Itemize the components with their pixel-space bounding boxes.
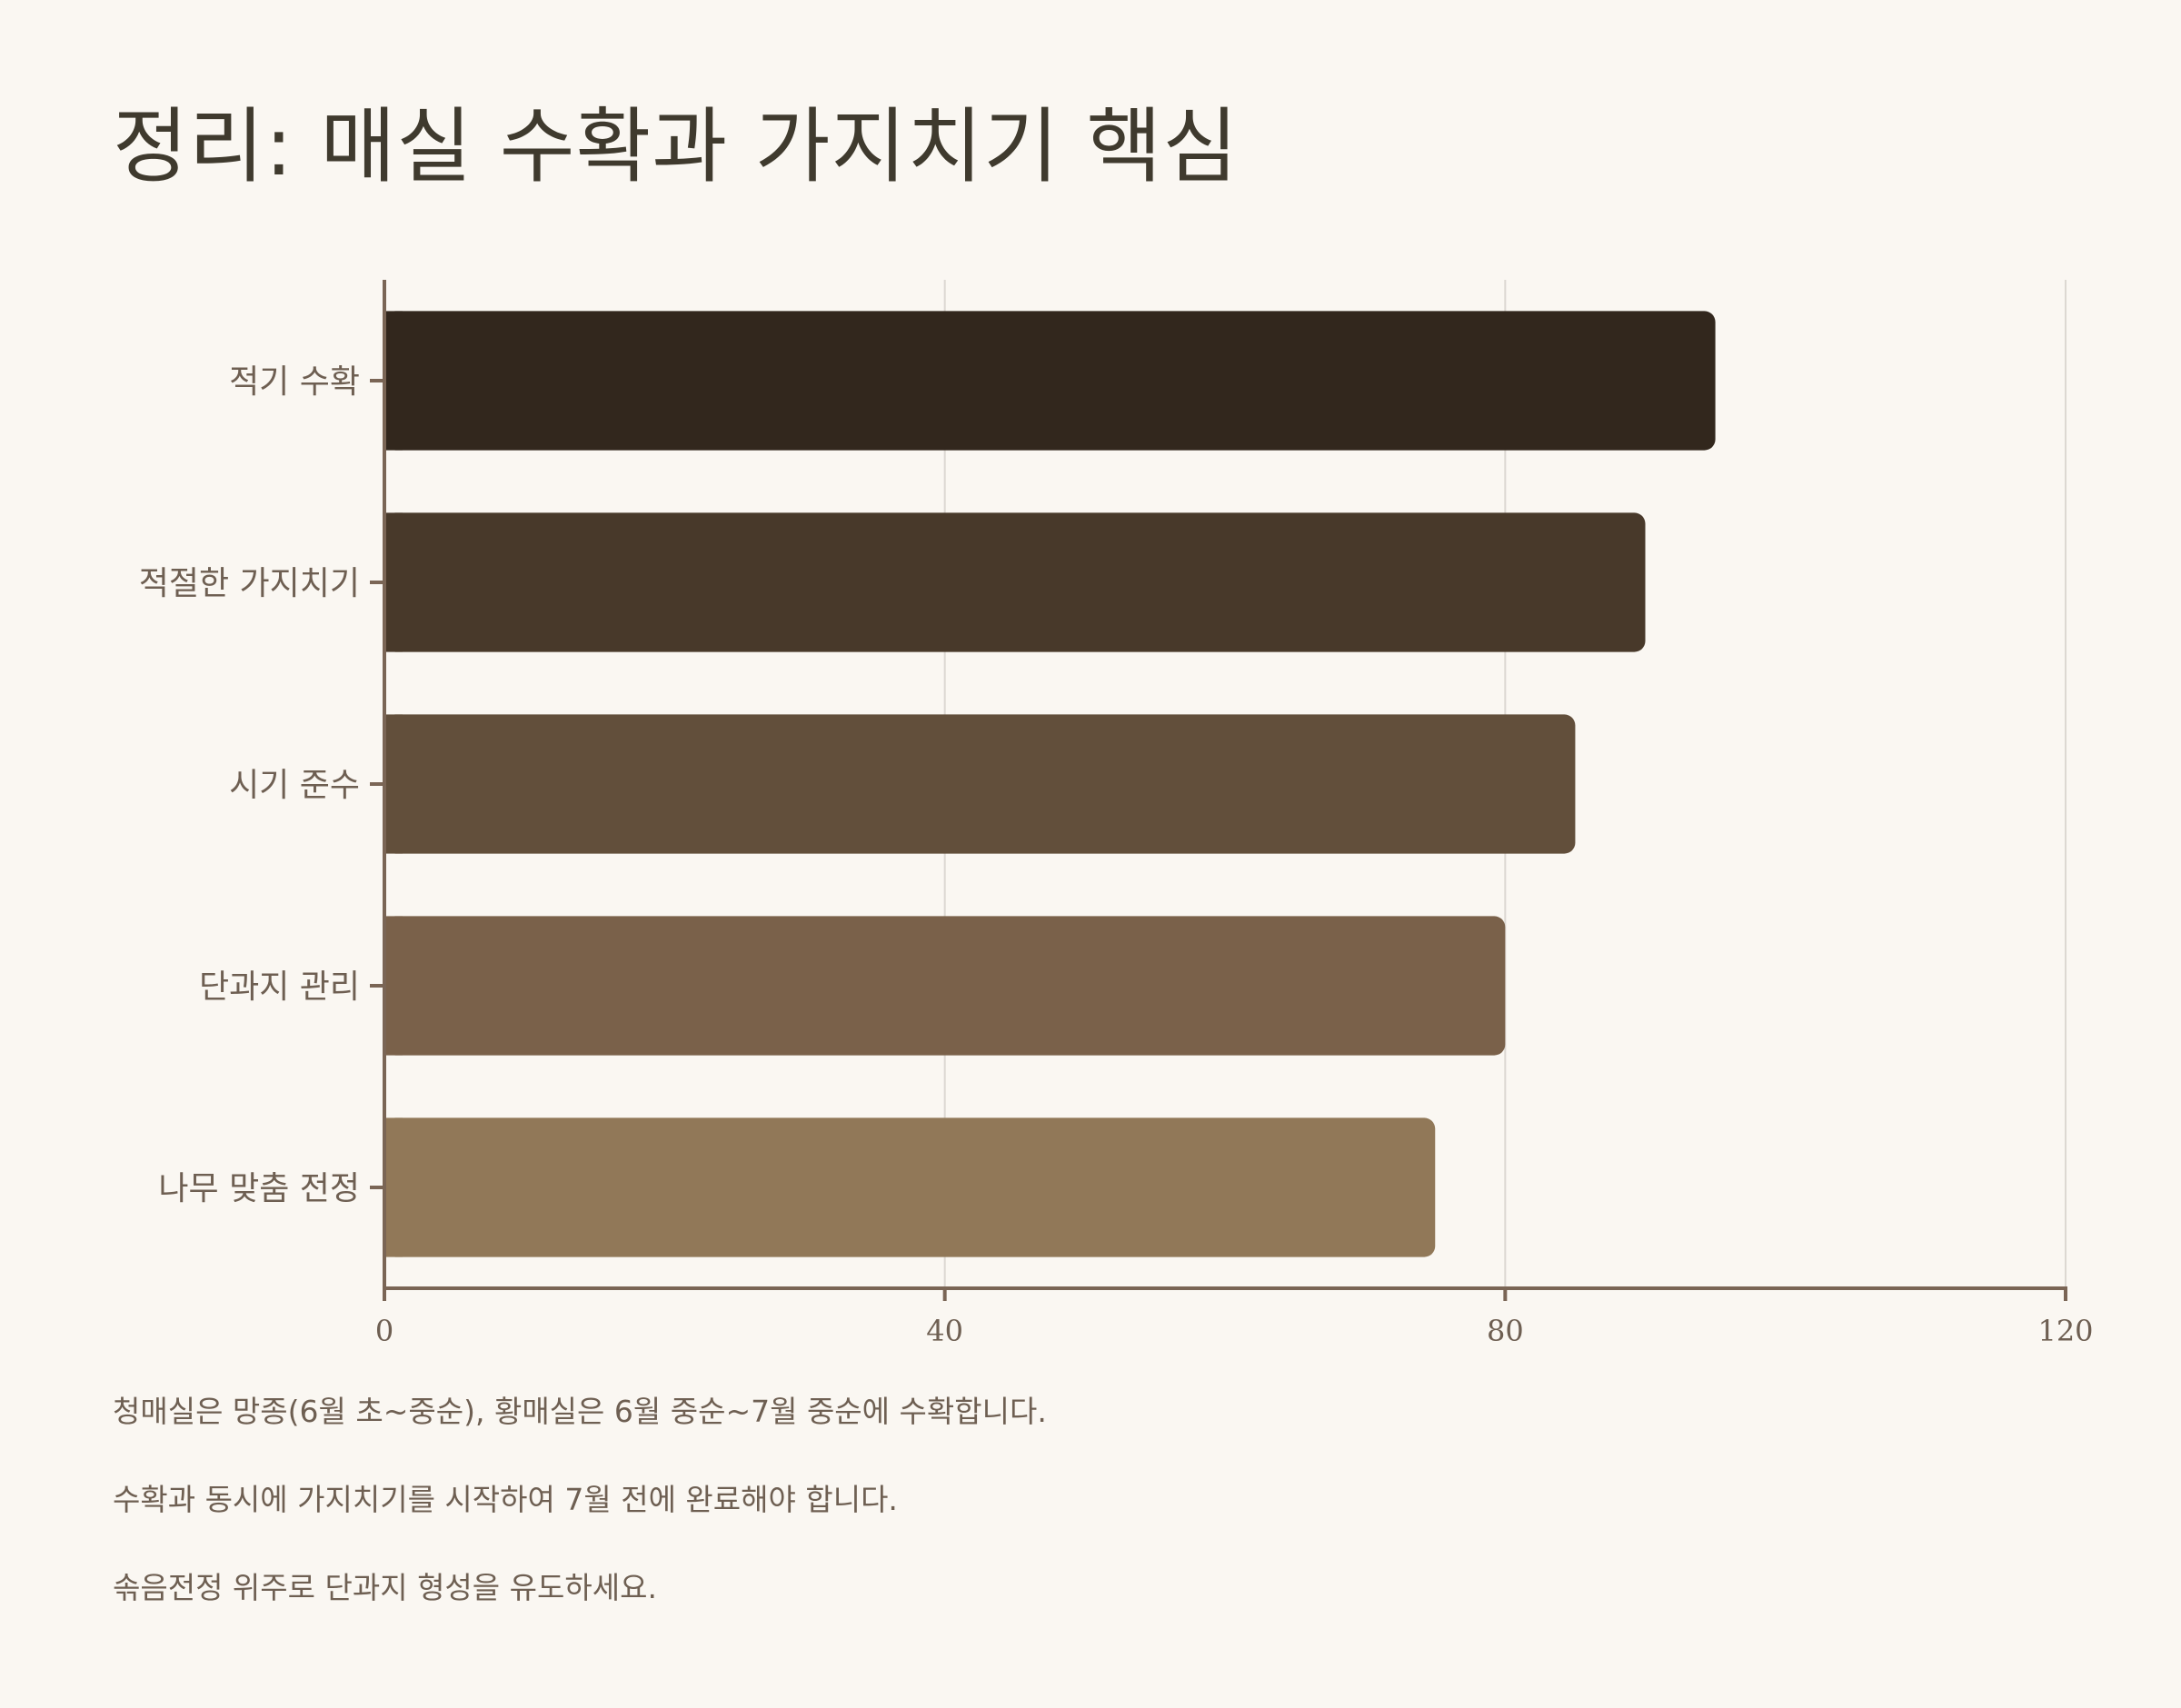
bar-1-base (384, 512, 403, 652)
x-tick-label-80: 80 (1487, 1314, 1524, 1348)
x-tick-label-0: 0 (375, 1314, 393, 1348)
category-label-4: 나무 맞춤 전정 (158, 1170, 360, 1207)
bar-3-base (384, 916, 403, 1056)
bar-0 (384, 311, 1716, 451)
x-tick-label-120: 120 (2037, 1314, 2093, 1348)
axes (370, 280, 2067, 1301)
bar-0-base (384, 311, 403, 451)
x-tick-label-40: 40 (926, 1314, 963, 1348)
bars (384, 311, 1716, 1257)
note-harvest-timing: 청매실은 망종(6월 초~중순), 황매실은 6월 중순~7월 중순에 수확합니… (113, 1394, 1047, 1429)
category-label-2: 시기 준수 (229, 767, 360, 804)
bar-2 (384, 714, 1576, 854)
note-thinning-pruning: 솎음전정 위주로 단과지 형성을 유도하세요. (113, 1570, 657, 1605)
bar-1 (384, 512, 1646, 652)
note-pruning-timing: 수확과 동시에 가지치기를 시작하여 7월 전에 완료해야 합니다. (113, 1482, 898, 1517)
bar-3 (384, 916, 1506, 1056)
bar-2-base (384, 714, 403, 854)
notes: 청매실은 망종(6월 초~중순), 황매실은 6월 중순~7월 중순에 수확합니… (113, 1388, 1047, 1653)
bar-4-base (384, 1117, 403, 1257)
bar-4 (384, 1117, 1436, 1257)
category-label-0: 적기 수확 (229, 363, 360, 401)
category-label-3: 단과지 관리 (199, 968, 360, 1006)
page-title: 정리: 매실 수확과 가지치기 핵심 (113, 99, 1240, 194)
category-label-1: 적절한 가지치기 (139, 565, 360, 602)
